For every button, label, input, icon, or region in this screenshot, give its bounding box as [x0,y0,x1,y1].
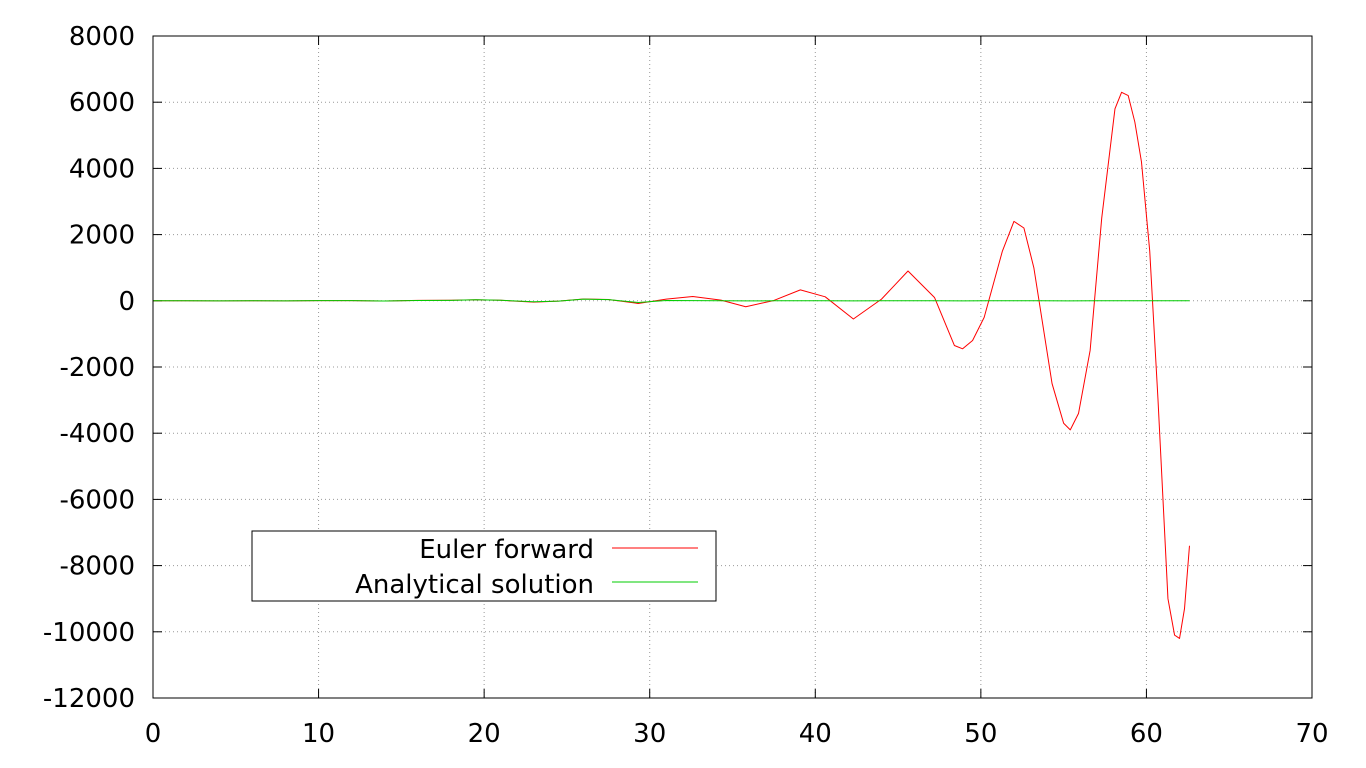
legend-label-euler-forward: Euler forward [419,535,594,565]
y-tick-label: -8000 [59,552,135,582]
y-axis-ticks: 8000 6000 4000 2000 0 -2000 -4000 -6000 -8000 -10… [43,22,1312,714]
x-tick-label: 40 [799,719,832,749]
y-tick-label: -6000 [59,485,135,515]
x-tick-label: 20 [468,719,501,749]
y-tick-label: 6000 [69,88,135,118]
x-tick-label: 30 [633,719,666,749]
y-tick-label: -12000 [43,684,135,714]
legend-label-analytical-solution: Analytical solution [355,570,594,600]
y-tick-label: 0 [118,287,135,317]
x-axis-ticks: 0 10 20 30 40 50 60 70 [145,36,1329,749]
legend-box [251,530,717,602]
x-tick-label: 70 [1295,719,1328,749]
y-tick-label: 8000 [69,22,135,52]
series-line-analytical-solution [152,298,1190,303]
y-tick-label: 2000 [69,221,135,251]
y-tick-label: -2000 [59,353,135,383]
legend: Euler forward Analytical solution [251,530,717,602]
x-tick-label: 50 [964,719,997,749]
y-tick-label: 4000 [69,154,135,184]
x-tick-label: 60 [1130,719,1163,749]
x-tick-label: 10 [302,719,335,749]
y-tick-label: -10000 [43,618,135,648]
y-tick-label: -4000 [59,419,135,449]
series-lines [152,91,1190,639]
plot-frame [152,35,1313,699]
x-tick-label: 0 [145,719,162,749]
